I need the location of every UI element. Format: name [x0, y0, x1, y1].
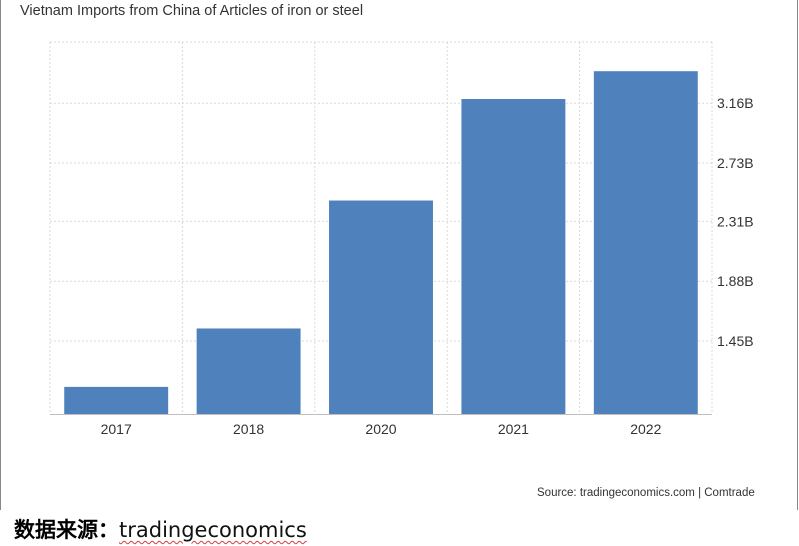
frame-border-left [0, 0, 1, 510]
y-tick-label: 2.31B [717, 213, 754, 229]
y-tick-label: 1.88B [717, 273, 754, 289]
chart-title: Vietnam Imports from China of Articles o… [20, 3, 364, 19]
labels-layer: 2017 2018 2020 2021 2022 1.45B 1.88B 2.31B 2.73B… [101, 95, 754, 437]
grid-layer [49, 41, 713, 414]
x-tick-label: 2021 [498, 421, 529, 437]
x-tick-label: 2018 [233, 421, 264, 437]
bar-2018 [196, 328, 301, 414]
bar-2021 [461, 99, 566, 415]
x-tick-label: 2017 [101, 421, 132, 437]
x-tick-label: 2022 [630, 421, 661, 437]
y-tick-label: 2.73B [717, 155, 754, 171]
y-tick-label: 3.16B [717, 95, 754, 111]
caption-link[interactable]: tradingeconomics [119, 518, 307, 542]
y-tick-label: 1.45B [717, 333, 754, 349]
caption: 数据来源：tradingeconomics [14, 514, 307, 544]
caption-label: 数据来源： [14, 518, 119, 542]
source-note: Source: tradingeconomics.com | Comtrade [537, 487, 755, 499]
bar-2022 [593, 71, 698, 414]
bar-2020 [329, 200, 433, 414]
bars-layer [64, 71, 698, 415]
x-tick-label: 2020 [365, 421, 396, 437]
frame-border-right [797, 0, 798, 510]
bar-2017 [64, 386, 169, 414]
